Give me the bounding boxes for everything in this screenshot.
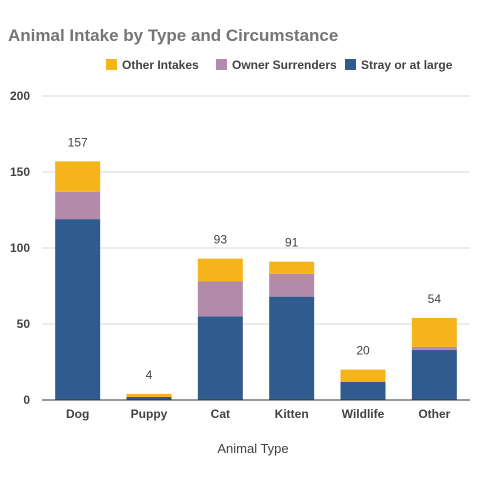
x-axis-ticks: Dog Puppy Cat Kitten Wildlife Other bbox=[66, 407, 451, 421]
total-labels: 157 4 93 91 20 54 bbox=[68, 135, 442, 382]
bar-kitten-owner-surrenders bbox=[269, 273, 315, 297]
x-tick-label-puppy: Puppy bbox=[131, 407, 168, 421]
total-label-cat: 93 bbox=[214, 233, 228, 247]
bar-kitten-stray-or-at-large bbox=[269, 296, 315, 400]
total-label-dog: 157 bbox=[68, 135, 88, 149]
bar-kitten-other-intakes bbox=[269, 261, 315, 274]
y-tick-label: 0 bbox=[23, 393, 30, 407]
bar-cat-stray-or-at-large bbox=[197, 316, 243, 400]
y-tick-label: 50 bbox=[17, 317, 31, 331]
x-tick-label-other: Other bbox=[418, 407, 450, 421]
bar-wildlife-stray-or-at-large bbox=[340, 381, 386, 400]
y-tick-label: 150 bbox=[10, 165, 30, 179]
legend-swatch-owner-surrenders bbox=[216, 59, 227, 70]
total-label-kitten: 91 bbox=[285, 236, 299, 250]
y-axis-ticks: 0 50 100 150 200 bbox=[10, 89, 30, 407]
y-tick-label: 200 bbox=[10, 89, 30, 103]
x-axis-label: Animal Type bbox=[217, 441, 288, 456]
legend-swatch-stray-or-at-large bbox=[345, 59, 356, 70]
legend: Other Intakes Owner Surrenders Stray or at… bbox=[106, 58, 453, 72]
bar-dog-owner-surrenders bbox=[55, 191, 101, 220]
bar-cat-other-intakes bbox=[197, 258, 243, 282]
total-label-wildlife: 20 bbox=[356, 344, 370, 358]
legend-label-owner-surrenders: Owner Surrenders bbox=[232, 58, 337, 72]
x-tick-label-cat: Cat bbox=[211, 407, 230, 421]
bar-other-stray-or-at-large bbox=[411, 349, 457, 400]
legend-label-other-intakes: Other Intakes bbox=[122, 58, 199, 72]
bar-other-other-intakes bbox=[411, 317, 457, 347]
bar-dog-other-intakes bbox=[55, 161, 101, 192]
x-tick-label-wildlife: Wildlife bbox=[342, 407, 385, 421]
legend-swatch-other-intakes bbox=[106, 59, 117, 70]
bar-other-owner-surrenders bbox=[411, 346, 457, 350]
x-tick-label-kitten: Kitten bbox=[275, 407, 309, 421]
legend-label-stray-or-at-large: Stray or at large bbox=[361, 58, 453, 72]
chart-title: Animal Intake by Type and Circumstance bbox=[8, 26, 338, 45]
bar-cat-owner-surrenders bbox=[197, 281, 243, 317]
y-tick-label: 100 bbox=[10, 241, 30, 255]
bar-wildlife-other-intakes bbox=[340, 369, 386, 382]
bars bbox=[55, 161, 457, 400]
x-tick-label-dog: Dog bbox=[66, 407, 89, 421]
gridlines bbox=[42, 95, 470, 325]
bar-dog-stray-or-at-large bbox=[55, 219, 101, 400]
bar-puppy-stray-or-at-large bbox=[126, 396, 172, 400]
bar-puppy-other-intakes bbox=[126, 393, 172, 397]
total-label-other: 54 bbox=[428, 292, 442, 306]
total-label-puppy: 4 bbox=[146, 368, 153, 382]
